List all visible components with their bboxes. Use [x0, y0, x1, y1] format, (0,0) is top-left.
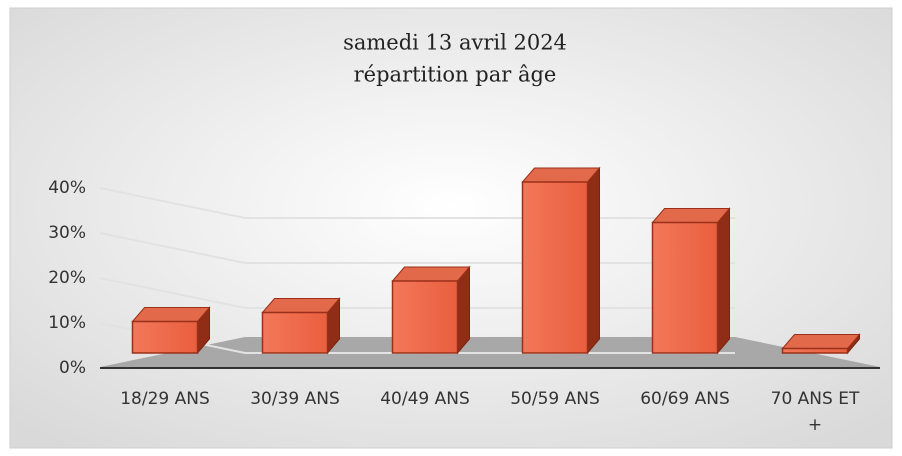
y-tick-label: 20%: [48, 268, 86, 288]
y-tick-label: 30%: [48, 223, 86, 243]
bar-side: [587, 166, 600, 355]
bar: [651, 221, 719, 354]
bar-top: [131, 307, 211, 322]
bar-top: [651, 208, 731, 223]
bar: [781, 347, 849, 354]
bar-side: [457, 265, 470, 355]
background: [9, 7, 893, 449]
bar: [261, 311, 329, 354]
bar-top: [521, 167, 601, 183]
y-tick-label: 40%: [48, 178, 86, 198]
bar: [391, 280, 459, 354]
bar: [131, 320, 199, 354]
chart-title: samedi 13 avril 2024: [343, 31, 567, 55]
x-tick-label: 50/59 ANS: [510, 389, 600, 409]
y-tick-label: 10%: [48, 313, 86, 333]
x-tick-label: 18/29 ANS: [120, 389, 210, 409]
x-tick-label: 40/49 ANS: [380, 389, 470, 409]
bar-side: [717, 207, 730, 355]
y-tick-label: 0%: [59, 358, 86, 378]
x-tick-label: 30/39 ANS: [250, 389, 340, 409]
bar-top: [391, 266, 471, 282]
x-tick-label: 60/69 ANS: [640, 389, 730, 409]
bar: [521, 181, 589, 354]
bar-top: [261, 298, 341, 313]
x-tick-label: 70 ANS ET +: [770, 389, 860, 435]
bar-top: [781, 334, 861, 349]
chart-subtitle: répartition par âge: [354, 63, 557, 87]
